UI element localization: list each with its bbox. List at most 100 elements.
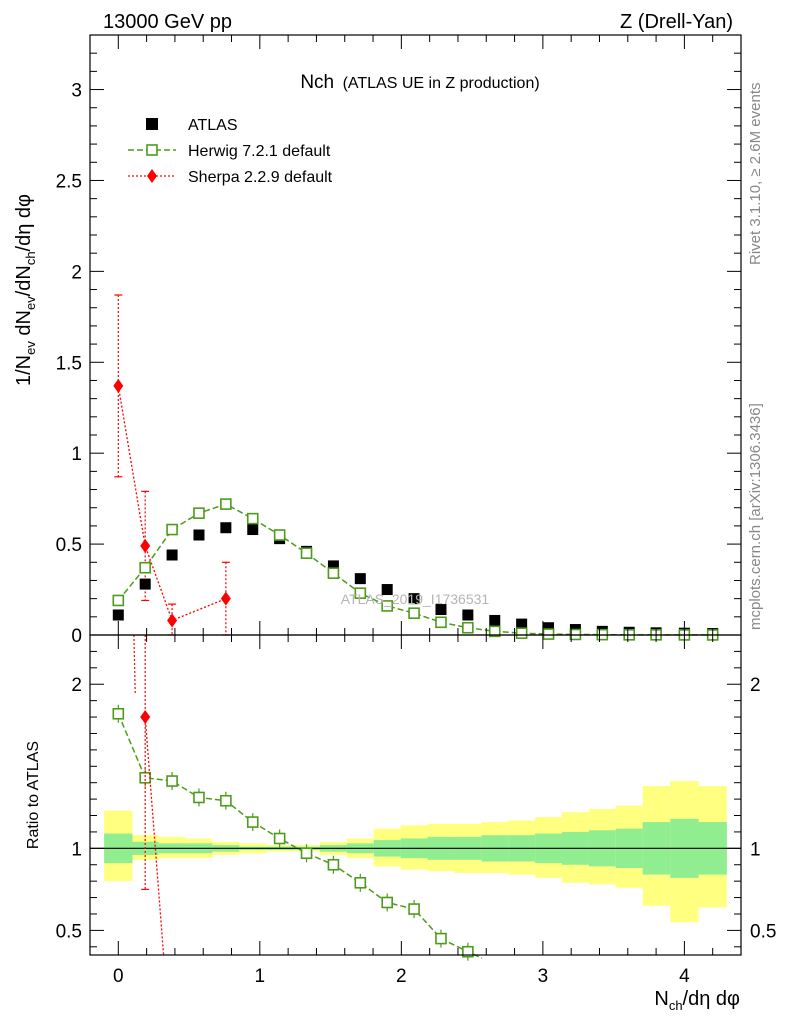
atlas-point bbox=[327, 560, 339, 572]
herwig-ratio-point bbox=[381, 896, 393, 909]
ratio-frame bbox=[89, 634, 742, 956]
sherpa-point bbox=[167, 613, 178, 628]
main-axis-ticks: 0 0.5 1 1.5 2 2.5 3 bbox=[56, 35, 742, 647]
herwig-point bbox=[542, 628, 555, 640]
x-tick-label: 1 bbox=[255, 966, 266, 987]
legend-item: ATLAS bbox=[146, 117, 238, 134]
legend: ATLAS Herwig 7.2.1 default Sherpa 2.2.9 de… bbox=[128, 117, 333, 186]
main-y-axis-label: 1/Nev dNev/dNch/dη dφ bbox=[13, 194, 38, 386]
atlas-point bbox=[462, 609, 474, 621]
herwig-ratio-point bbox=[246, 816, 259, 828]
mcplots-label: mcplots.cern.ch [arXiv:1306.3436] bbox=[747, 403, 764, 630]
atlas-point bbox=[139, 578, 151, 590]
ratio-y-tick-label: 1 bbox=[71, 839, 82, 860]
svg-text:1/Nev dNev/dNch/dη dφ: 1/Nev dNev/dNch/dη dφ bbox=[13, 194, 38, 386]
ratio-axis-ticks: 0 1 2 3 4 0.5 0.5 1 1 2 2 bbox=[56, 635, 776, 987]
rivet-label: Rivet 3.1.10, ≥ 2.6M events bbox=[747, 83, 764, 266]
herwig-point bbox=[488, 625, 501, 638]
herwig-point bbox=[515, 627, 528, 639]
herwig-ratio-point bbox=[408, 903, 420, 915]
herwig-ratio-point bbox=[354, 876, 367, 889]
herwig-point bbox=[435, 616, 447, 629]
header-left: 13000 GeV pp bbox=[103, 11, 232, 33]
main-y-tick-label: 1 bbox=[71, 444, 82, 465]
herwig-ratio-point bbox=[327, 858, 340, 871]
herwig-ratio-point bbox=[435, 932, 447, 945]
main-y-tick-label: 2 bbox=[71, 262, 82, 283]
legend-item: Herwig 7.2.1 default bbox=[128, 143, 331, 160]
atlas-point bbox=[112, 609, 124, 621]
sherpa-point bbox=[140, 538, 151, 553]
herwig-ratio-point bbox=[139, 771, 151, 784]
herwig-point bbox=[139, 561, 151, 574]
herwig-point bbox=[354, 587, 367, 599]
atlas-point bbox=[354, 573, 366, 585]
x-axis-label: Nch/dη dφ bbox=[654, 988, 740, 1013]
plot-title-main: Nch bbox=[300, 72, 334, 93]
main-y-tick-label: 3 bbox=[71, 81, 82, 102]
herwig-point bbox=[408, 607, 420, 619]
herwig-point bbox=[300, 547, 313, 559]
ratio-y-tick-label-right: 2 bbox=[750, 675, 761, 696]
herwig-point bbox=[220, 498, 232, 510]
ratio-y-tick-label: 0.5 bbox=[56, 921, 82, 942]
sherpa-ratio-line-in bbox=[133, 634, 136, 696]
x-tick-label: 4 bbox=[679, 966, 690, 987]
main-panel: 0 0.5 1 1.5 2 2.5 3 bbox=[56, 34, 742, 647]
herwig-ratio-point bbox=[273, 832, 286, 845]
atlas-point bbox=[516, 618, 528, 630]
plot-title-sub: (ATLAS UE in Z production) bbox=[343, 75, 540, 92]
atlas-point bbox=[193, 529, 205, 541]
legend-sherpa-marker bbox=[147, 169, 157, 183]
sherpa-ratio-point bbox=[140, 710, 151, 725]
legend-atlas-marker bbox=[146, 118, 158, 130]
herwig-ratio-point bbox=[193, 791, 205, 804]
herwig-point bbox=[246, 512, 259, 525]
plot-title: Nch (ATLAS UE in Z production) bbox=[300, 72, 539, 93]
legend-label: ATLAS bbox=[188, 117, 238, 134]
atlas-point bbox=[247, 524, 259, 536]
legend-label: Herwig 7.2.1 default bbox=[188, 143, 331, 160]
sherpa-point bbox=[220, 591, 231, 606]
ratio-panel: 0 1 2 3 4 0.5 0.5 1 1 2 2 bbox=[56, 634, 776, 987]
ratio-y-axis-label: Ratio to ATLAS bbox=[25, 741, 42, 849]
herwig-point bbox=[193, 507, 205, 519]
atlas-point bbox=[381, 584, 393, 596]
legend-label: Sherpa 2.2.9 default bbox=[188, 169, 333, 186]
x-tick-label: 0 bbox=[113, 966, 124, 987]
header-right: Z (Drell-Yan) bbox=[620, 11, 733, 33]
main-y-tick-label: 0.5 bbox=[56, 535, 82, 556]
main-y-tick-label: 2.5 bbox=[56, 171, 82, 192]
main-plot-area bbox=[112, 294, 719, 641]
herwig-ratio-point bbox=[300, 847, 313, 860]
herwig-ratio-point bbox=[220, 794, 232, 807]
herwig-point bbox=[112, 594, 125, 607]
x-tick-label: 3 bbox=[538, 966, 549, 987]
herwig-point bbox=[327, 567, 340, 579]
sherpa-line bbox=[117, 385, 227, 622]
ratio-y-tick-label: 2 bbox=[71, 675, 82, 696]
herwig-point bbox=[462, 621, 474, 634]
ratio-plot-area bbox=[90, 634, 741, 961]
herwig-point bbox=[166, 523, 178, 536]
svg-text:Nch/dη dφ: Nch/dη dφ bbox=[654, 988, 740, 1013]
ratio-y-tick-label-right: 0.5 bbox=[750, 921, 776, 942]
atlas-point bbox=[408, 593, 420, 605]
herwig-point bbox=[273, 529, 286, 541]
atlas-point bbox=[543, 622, 555, 634]
ratio-y-tick-label-right: 1 bbox=[750, 839, 761, 860]
herwig-ratio-point bbox=[112, 707, 125, 720]
atlas-point bbox=[435, 604, 447, 616]
herwig-ratio-line bbox=[117, 713, 483, 959]
main-y-tick-label: 0 bbox=[71, 626, 82, 647]
legend-item: Sherpa 2.2.9 default bbox=[128, 169, 333, 186]
watermark: ATLAS_2019_I1736531 bbox=[341, 591, 490, 607]
herwig-ratio-point bbox=[462, 945, 474, 958]
atlas-point bbox=[489, 614, 501, 626]
atlas-point bbox=[166, 549, 178, 561]
legend-herwig-marker bbox=[146, 144, 158, 156]
herwig-point bbox=[381, 600, 393, 612]
sherpa-point bbox=[113, 378, 124, 393]
x-tick-label: 2 bbox=[396, 966, 407, 987]
